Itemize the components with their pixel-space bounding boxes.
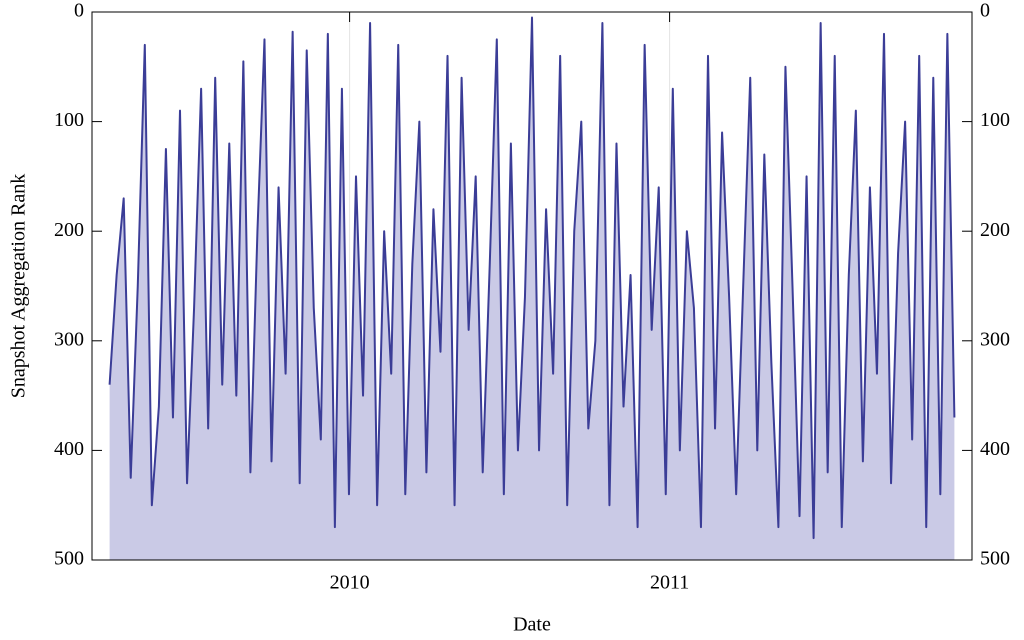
y-tick-label-right: 0 <box>980 0 990 22</box>
y-tick-label-right: 500 <box>980 548 1010 570</box>
plot-frame <box>91 11 973 561</box>
y-axis-label: Snapshot Aggregation Rank <box>8 174 30 398</box>
y-tick-label: 200 <box>54 219 84 241</box>
y-tick-label-right: 300 <box>980 328 1010 350</box>
x-axis-label: Date <box>513 614 551 636</box>
y-tick-label-right: 200 <box>980 219 1010 241</box>
y-tick-label: 400 <box>54 438 84 460</box>
x-tick-label: 2011 <box>650 572 689 594</box>
x-tick-label: 2010 <box>330 572 370 594</box>
y-tick-label: 0 <box>74 0 84 22</box>
y-tick-label-right: 400 <box>980 438 1010 460</box>
y-tick-label: 500 <box>54 548 84 570</box>
area <box>109 17 955 561</box>
line <box>108 16 956 540</box>
y-tick-label: 100 <box>54 109 84 131</box>
y-tick-label: 300 <box>54 328 84 350</box>
y-tick-label-right: 100 <box>980 109 1010 131</box>
